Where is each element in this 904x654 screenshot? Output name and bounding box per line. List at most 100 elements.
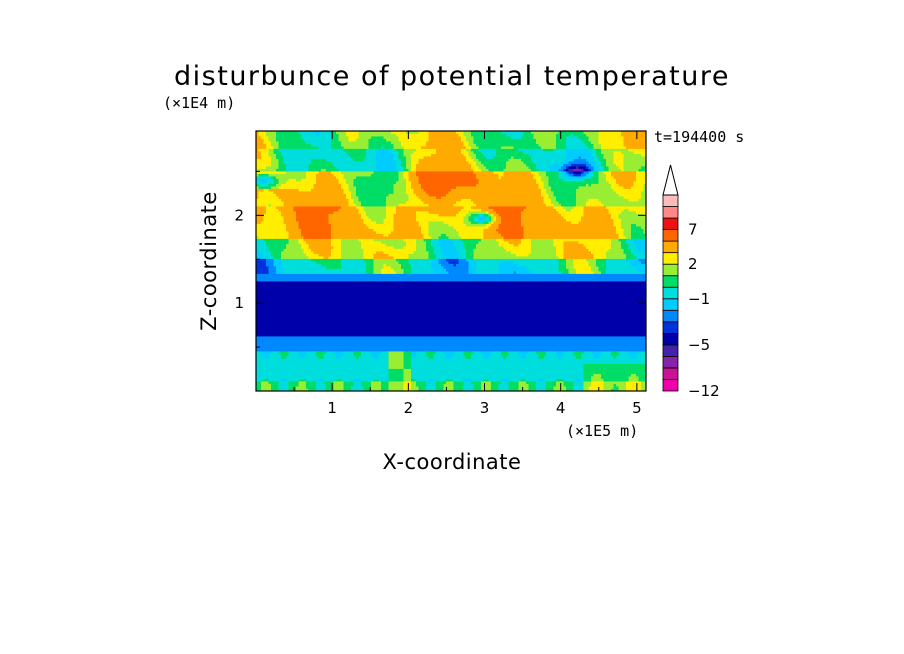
contour-cell bbox=[511, 343, 514, 347]
contour-cell bbox=[368, 373, 372, 377]
contour-cell bbox=[536, 328, 539, 332]
contour-cell bbox=[516, 353, 519, 357]
contour-cell bbox=[568, 363, 572, 367]
contour-cell bbox=[266, 321, 269, 324]
contour-cell bbox=[423, 333, 427, 337]
contour-cell bbox=[431, 363, 434, 367]
contour-cell bbox=[586, 318, 589, 322]
contour-cell bbox=[503, 338, 507, 342]
contour-cell bbox=[388, 381, 392, 384]
contour-cell bbox=[413, 341, 417, 344]
contour-cell bbox=[406, 323, 409, 327]
contour-cell bbox=[401, 338, 404, 342]
contour-cell bbox=[343, 311, 347, 314]
contour-cell bbox=[281, 351, 284, 354]
contour-cell bbox=[536, 381, 539, 384]
contour-cell bbox=[421, 353, 424, 357]
contour-cell bbox=[426, 383, 429, 387]
contour-cell bbox=[341, 318, 344, 322]
contour-cell bbox=[496, 326, 499, 329]
contour-cell bbox=[458, 343, 462, 347]
contour-cell bbox=[348, 341, 352, 344]
contour-cell bbox=[458, 346, 462, 349]
contour-cell bbox=[443, 346, 447, 349]
contour-cell bbox=[416, 361, 419, 364]
contour-cell bbox=[456, 321, 459, 324]
contour-cell bbox=[578, 351, 582, 354]
contour-cell bbox=[611, 348, 614, 352]
contour-cell bbox=[621, 331, 624, 334]
contour-cell bbox=[266, 363, 269, 367]
contour-cell bbox=[593, 328, 597, 332]
contour-cell bbox=[303, 331, 307, 334]
contour-cell bbox=[563, 316, 567, 319]
contour-cell bbox=[548, 346, 552, 349]
contour-cell bbox=[393, 323, 397, 327]
contour-cell bbox=[503, 343, 507, 347]
contour-cell bbox=[431, 373, 434, 377]
contour-cell bbox=[446, 341, 449, 344]
contour-cell bbox=[543, 318, 547, 322]
contour-cell bbox=[603, 343, 607, 347]
contour-cell bbox=[338, 311, 342, 314]
contour-cell bbox=[633, 316, 637, 319]
contour-cell bbox=[481, 366, 484, 369]
contour-cell bbox=[618, 353, 622, 357]
contour-cell bbox=[441, 343, 444, 347]
contour-cell bbox=[431, 368, 434, 372]
contour-cell bbox=[288, 368, 292, 372]
contour-cell bbox=[338, 346, 342, 349]
contour-cell bbox=[568, 348, 572, 352]
contour-cell bbox=[391, 343, 394, 347]
contour-cell bbox=[381, 363, 384, 367]
contour-cell bbox=[333, 326, 337, 329]
contour-cell bbox=[413, 358, 417, 362]
contour-cell bbox=[363, 356, 367, 359]
contour-cell bbox=[278, 381, 282, 384]
contour-cell bbox=[433, 338, 437, 342]
contour-cell bbox=[408, 338, 412, 342]
contour-cell bbox=[496, 341, 499, 344]
contour-cell bbox=[348, 321, 352, 324]
contour-cell bbox=[256, 338, 259, 342]
contour-cell bbox=[273, 371, 277, 374]
contour-cell bbox=[486, 323, 489, 327]
contour-cell bbox=[313, 323, 317, 327]
contour-cell bbox=[416, 333, 419, 337]
contour-cell bbox=[396, 376, 399, 379]
contour-cell bbox=[411, 341, 414, 344]
contour-cell bbox=[273, 366, 277, 369]
contour-cell bbox=[543, 361, 547, 364]
contour-cell bbox=[293, 351, 297, 354]
contour-cell bbox=[296, 361, 299, 364]
contour-cell bbox=[616, 348, 619, 352]
contour-cell bbox=[593, 353, 597, 357]
contour-cell bbox=[463, 336, 467, 339]
contour-cell bbox=[293, 318, 297, 322]
contour-cell bbox=[518, 358, 522, 362]
contour-cell bbox=[356, 356, 359, 359]
contour-cell bbox=[353, 343, 357, 347]
contour-cell bbox=[348, 373, 352, 377]
contour-cell bbox=[556, 376, 559, 379]
contour-cell bbox=[526, 333, 529, 337]
contour-cell bbox=[511, 326, 514, 329]
contour-cell bbox=[373, 381, 377, 384]
contour-cell bbox=[503, 373, 507, 377]
contour-cell bbox=[473, 368, 477, 372]
contour-cell bbox=[336, 366, 339, 369]
contour-cell bbox=[613, 351, 617, 354]
contour-cell bbox=[561, 363, 564, 367]
contour-cell bbox=[463, 378, 467, 382]
contour-cell bbox=[488, 368, 492, 372]
contour-cell bbox=[641, 311, 644, 314]
contour-cell bbox=[398, 358, 402, 362]
contour-cell bbox=[321, 356, 324, 359]
contour-cell bbox=[371, 338, 374, 342]
contour-cell bbox=[536, 311, 539, 314]
contour-cell bbox=[386, 361, 389, 364]
contour-cell bbox=[273, 361, 277, 364]
contour-cell bbox=[498, 336, 502, 339]
contour-cell bbox=[383, 343, 387, 347]
contour-cell bbox=[461, 366, 464, 369]
